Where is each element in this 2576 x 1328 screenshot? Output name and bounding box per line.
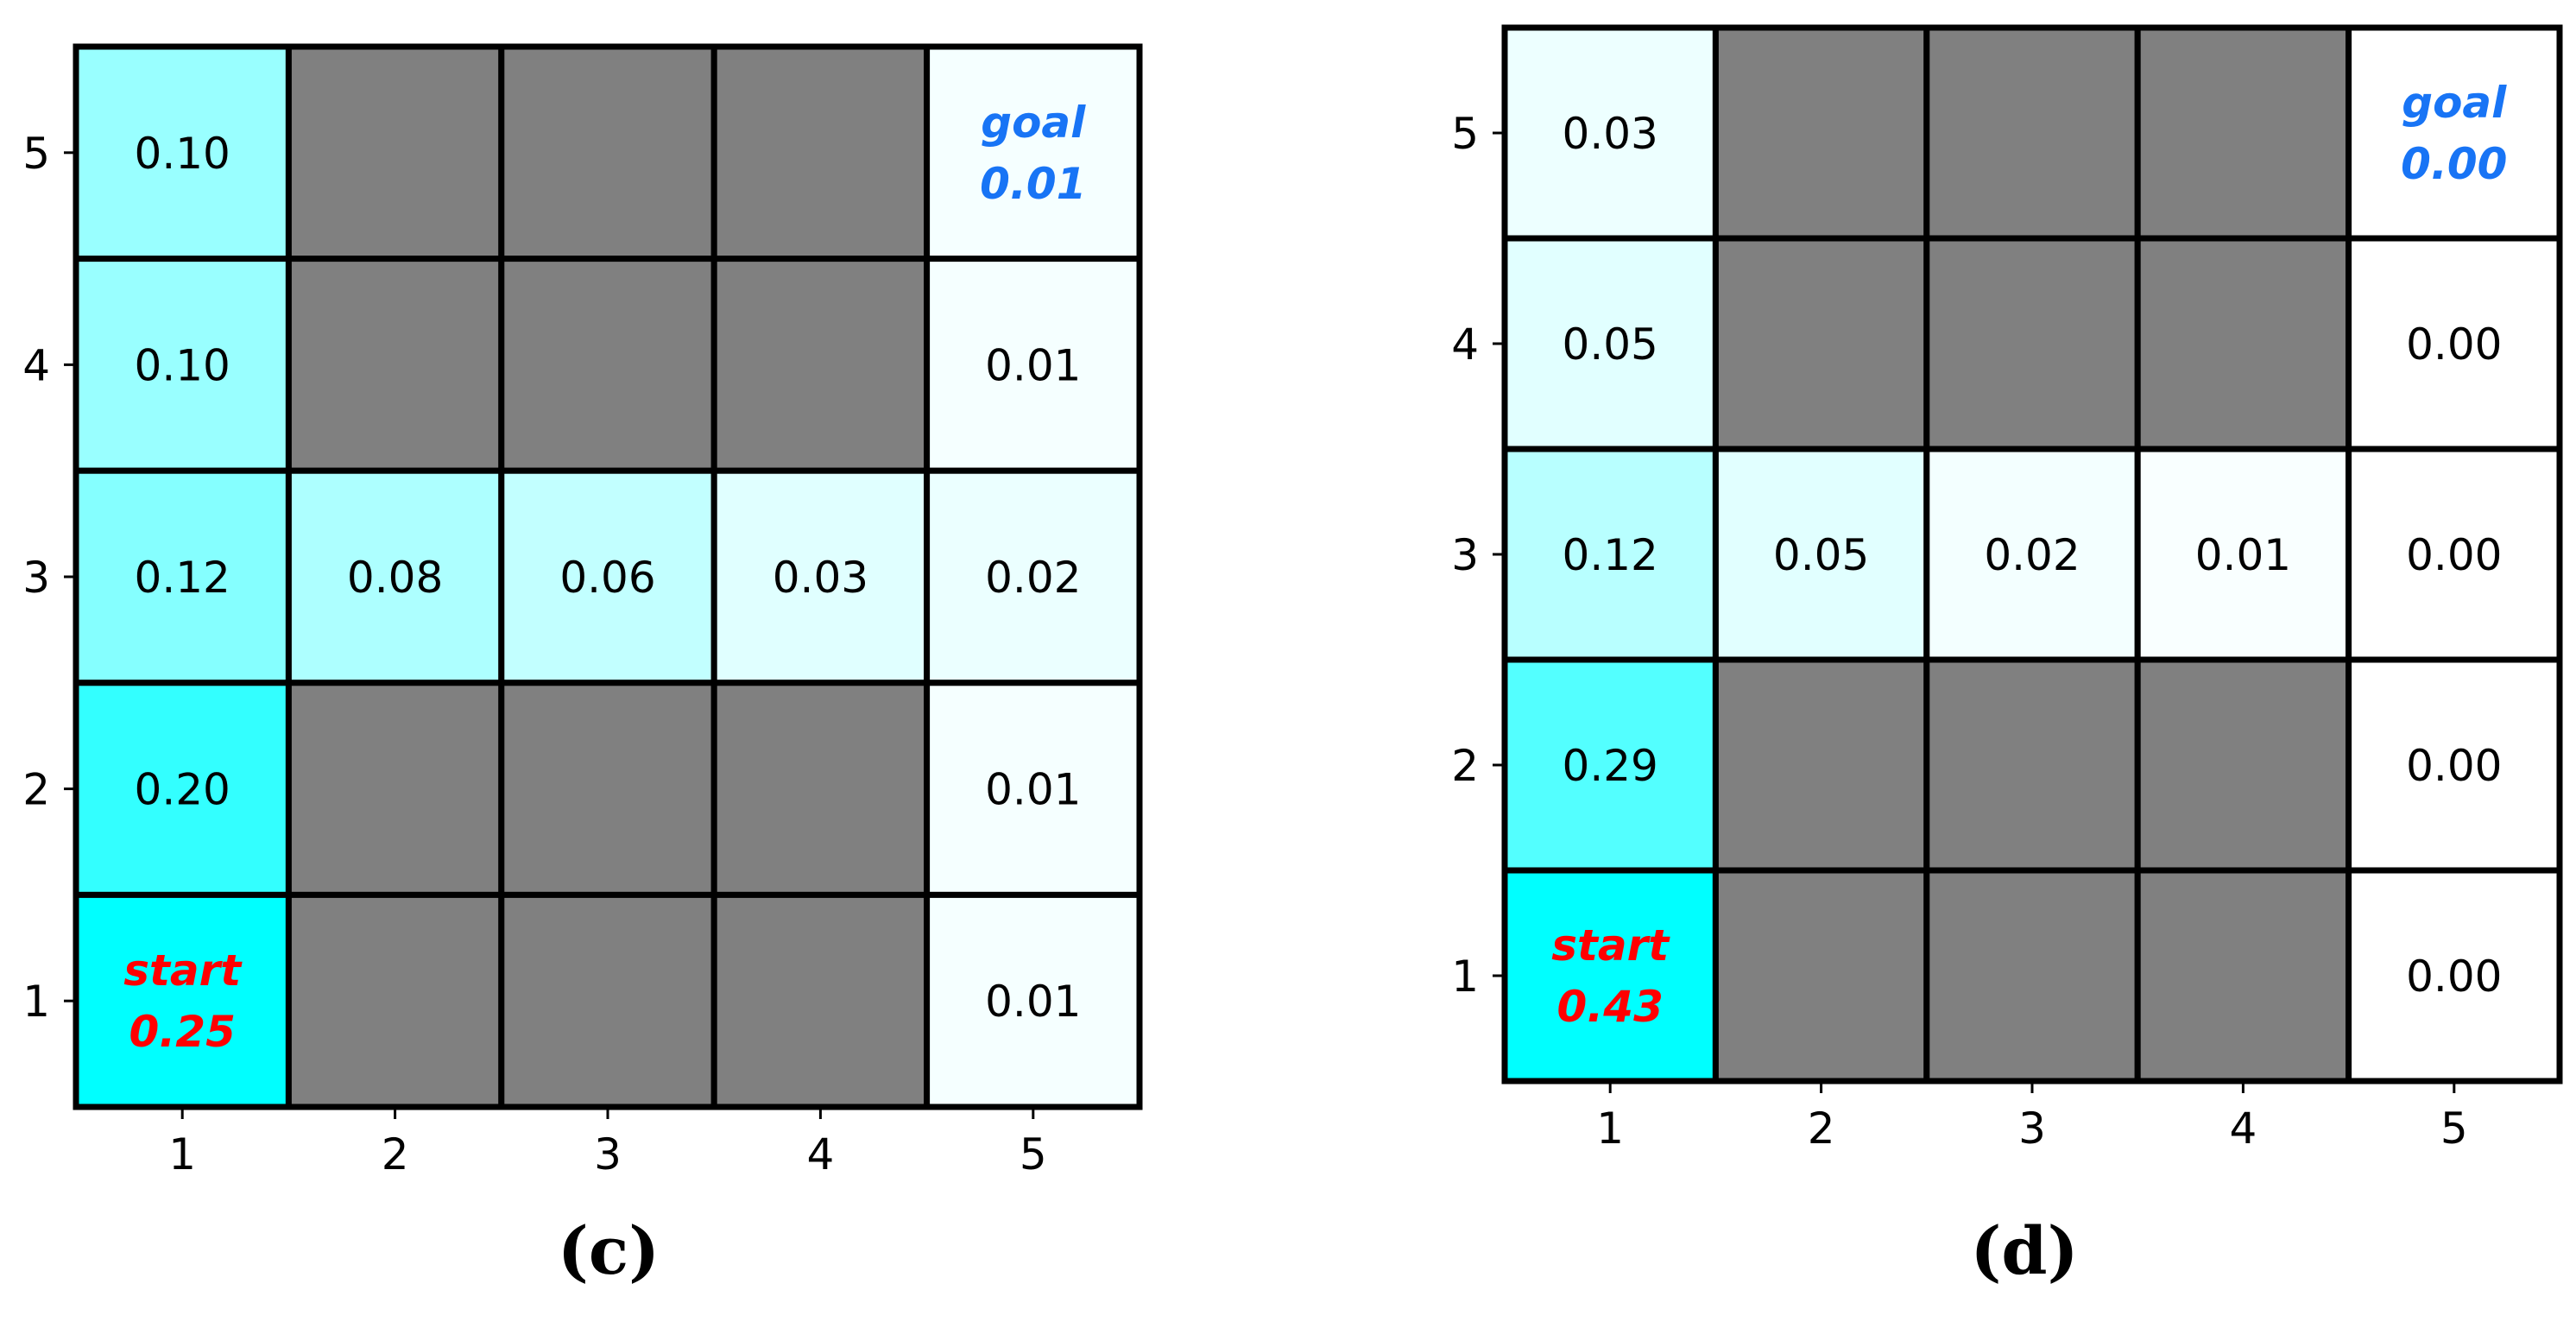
panel-label: (d) bbox=[1970, 1212, 2078, 1289]
obstacle-cell bbox=[498, 891, 717, 1110]
obstacle-cell bbox=[285, 680, 505, 898]
y-tick-label: 1 bbox=[22, 977, 50, 1027]
goal-label: goal bbox=[2402, 78, 2507, 128]
obstacle-cell bbox=[2134, 235, 2352, 452]
goal-value-label: 0.00 bbox=[2401, 139, 2507, 189]
obstacle-cell bbox=[1923, 656, 2141, 874]
obstacle-cell bbox=[710, 256, 931, 474]
obstacle-cell bbox=[2134, 24, 2352, 242]
heatmap-cell bbox=[1923, 446, 2141, 663]
obstacle-cell bbox=[498, 43, 717, 262]
heatmap-cell bbox=[498, 467, 717, 686]
start-label: start bbox=[1551, 920, 1670, 971]
goal-label: goal bbox=[981, 98, 1086, 148]
obstacle-cell bbox=[710, 680, 931, 898]
y-tick-label: 3 bbox=[1451, 530, 1479, 580]
obstacle-cell bbox=[1923, 24, 2141, 242]
heatmap-cell bbox=[924, 467, 1143, 686]
y-tick-label: 2 bbox=[1451, 741, 1479, 791]
obstacle-cell bbox=[710, 43, 931, 262]
heatmap-cell bbox=[1501, 867, 1719, 1085]
cell-value-label: 0.12 bbox=[135, 553, 230, 603]
cell-value-label: 0.06 bbox=[559, 553, 655, 603]
cell-value-label: 0.05 bbox=[1563, 319, 1658, 370]
heatmap-cell bbox=[2346, 867, 2563, 1085]
y-tick-label: 4 bbox=[22, 340, 50, 390]
cell-value-label: 0.00 bbox=[2406, 530, 2502, 580]
obstacle-cell bbox=[1712, 235, 1930, 452]
obstacle-cell bbox=[1923, 867, 2141, 1085]
cell-value-label: 0.02 bbox=[1984, 530, 2080, 580]
heatmap-cell bbox=[1712, 446, 1930, 663]
x-tick-label: 4 bbox=[806, 1129, 834, 1179]
heatmap-cell bbox=[1501, 656, 1719, 874]
x-tick-label: 4 bbox=[2229, 1104, 2257, 1154]
y-tick-label: 3 bbox=[22, 553, 50, 603]
cell-value-label: 0.00 bbox=[2406, 952, 2502, 1002]
start-label: start bbox=[123, 945, 243, 996]
x-tick-label: 2 bbox=[1808, 1104, 1835, 1154]
heatmap-cell bbox=[73, 256, 292, 474]
heatmap-cell bbox=[2346, 24, 2563, 242]
start-value-label: 0.43 bbox=[1557, 982, 1664, 1032]
x-tick-label: 1 bbox=[168, 1129, 196, 1179]
obstacle-cell bbox=[1923, 235, 2141, 452]
heatmap-panel-d: 0.03 goal 0.00 0.05 0.00 0.12 0.05 0.02 0.01 0.00… bbox=[1451, 24, 2563, 1289]
cell-value-label: 0.12 bbox=[1563, 530, 1658, 580]
obstacle-cell bbox=[498, 680, 717, 898]
y-tick-label: 1 bbox=[1451, 952, 1479, 1002]
cell-value-label: 0.29 bbox=[1563, 741, 1658, 791]
cell-value-label: 0.01 bbox=[985, 340, 1081, 390]
cell-value-label: 0.02 bbox=[985, 553, 1081, 603]
cell-value-label: 0.01 bbox=[985, 765, 1081, 815]
x-tick-label: 2 bbox=[382, 1129, 409, 1179]
x-tick-label: 5 bbox=[1020, 1129, 1047, 1179]
x-tick-label: 5 bbox=[2440, 1104, 2468, 1154]
heatmap-cell bbox=[73, 891, 292, 1110]
obstacle-cell bbox=[1712, 656, 1930, 874]
start-value-label: 0.25 bbox=[129, 1007, 236, 1057]
obstacle-cell bbox=[2134, 867, 2352, 1085]
obstacle-cell bbox=[498, 256, 717, 474]
heatmap-cell bbox=[924, 43, 1143, 262]
cell-value-label: 0.10 bbox=[135, 129, 230, 179]
cell-value-label: 0.00 bbox=[2406, 319, 2502, 370]
cell-value-label: 0.08 bbox=[347, 553, 443, 603]
obstacle-cell bbox=[285, 43, 505, 262]
cell-value-label: 0.00 bbox=[2406, 741, 2502, 791]
cell-value-label: 0.05 bbox=[1773, 530, 1869, 580]
heatmap-cell bbox=[924, 891, 1143, 1110]
y-tick-label: 4 bbox=[1451, 319, 1479, 370]
heatmap-panel-c: 0.10 goal 0.01 0.10 0.01 0.12 0.08 0.06 0.03 0.02… bbox=[22, 43, 1143, 1289]
x-tick-label: 3 bbox=[2018, 1104, 2046, 1154]
panel-label: (c) bbox=[558, 1212, 660, 1289]
cell-value-label: 0.10 bbox=[135, 340, 230, 390]
x-tick-label: 1 bbox=[1596, 1104, 1624, 1154]
cell-value-label: 0.01 bbox=[985, 977, 1081, 1027]
y-tick-label: 2 bbox=[22, 765, 50, 815]
y-tick-label: 5 bbox=[22, 129, 50, 179]
heatmap-cell bbox=[2346, 446, 2563, 663]
obstacle-cell bbox=[285, 256, 505, 474]
obstacle-cell bbox=[2134, 656, 2352, 874]
heatmap-cell bbox=[924, 680, 1143, 898]
obstacle-cell bbox=[1712, 867, 1930, 1085]
x-tick-label: 3 bbox=[594, 1129, 622, 1179]
cell-value-label: 0.01 bbox=[2195, 530, 2291, 580]
cell-value-label: 0.03 bbox=[773, 553, 868, 603]
obstacle-cell bbox=[285, 891, 505, 1110]
y-tick-label: 5 bbox=[1451, 109, 1479, 159]
obstacle-cell bbox=[1712, 24, 1930, 242]
cell-value-label: 0.20 bbox=[135, 765, 230, 815]
cell-value-label: 0.03 bbox=[1563, 109, 1658, 159]
goal-value-label: 0.01 bbox=[980, 159, 1086, 209]
obstacle-cell bbox=[710, 891, 931, 1110]
